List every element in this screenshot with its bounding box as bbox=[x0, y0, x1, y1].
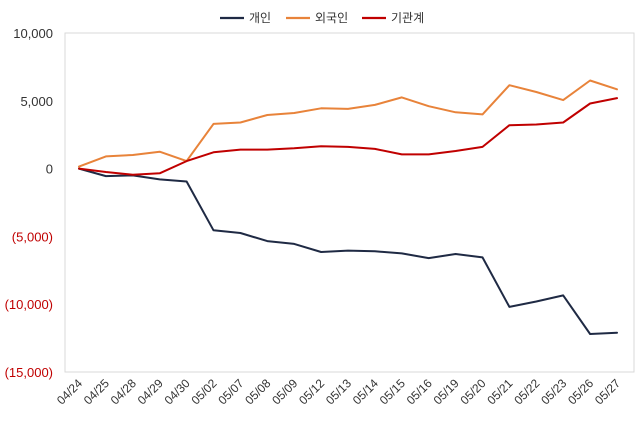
x-tick-label: 05/02 bbox=[188, 376, 219, 407]
x-tick-label: 05/19 bbox=[431, 376, 462, 407]
x-tick-label: 05/08 bbox=[242, 376, 273, 407]
x-tick-label: 04/24 bbox=[54, 376, 85, 407]
y-tick-label: 5,000 bbox=[20, 94, 53, 109]
x-tick-label: 05/14 bbox=[350, 376, 381, 407]
x-tick-label: 04/28 bbox=[108, 376, 139, 407]
x-tick-label: 05/16 bbox=[404, 376, 435, 407]
x-tick-label: 05/26 bbox=[565, 376, 596, 407]
x-tick-label: 04/29 bbox=[135, 376, 166, 407]
series-line-2 bbox=[78, 97, 618, 176]
x-tick-label: 05/15 bbox=[377, 376, 408, 407]
x-tick-label: 04/25 bbox=[81, 376, 112, 407]
plot-area bbox=[64, 32, 635, 373]
y-tick-label: (10,000) bbox=[5, 297, 53, 312]
legend: 개인 외국인 기관계 bbox=[220, 11, 424, 25]
plot-frame bbox=[64, 32, 635, 373]
x-tick-label: 05/22 bbox=[511, 376, 542, 407]
x-tick-label: 05/12 bbox=[296, 376, 327, 407]
y-tick-label: (5,000) bbox=[12, 229, 53, 244]
x-tick-label: 04/30 bbox=[162, 376, 193, 407]
x-tick-label: 05/07 bbox=[215, 376, 246, 407]
legend-label: 외국인 bbox=[315, 11, 348, 25]
x-tick-label: 05/27 bbox=[592, 376, 623, 407]
series-layer bbox=[78, 79, 618, 335]
legend-label: 개인 bbox=[249, 11, 271, 25]
x-tick-label: 05/13 bbox=[323, 376, 354, 407]
y-axis: 10,000 5,000 0 (5,000) (10,000) (15,000) bbox=[5, 26, 53, 380]
x-tick-label: 05/21 bbox=[484, 376, 515, 407]
y-tick-label: 10,000 bbox=[13, 26, 53, 41]
x-tick-label: 05/09 bbox=[269, 376, 300, 407]
series-line-1 bbox=[78, 79, 618, 168]
x-tick-label: 05/23 bbox=[538, 376, 569, 407]
y-tick-label: (15,000) bbox=[5, 365, 53, 380]
legend-label: 기관계 bbox=[391, 11, 424, 25]
x-tick-label: 05/20 bbox=[457, 376, 488, 407]
x-axis: 04/2404/2504/2804/2904/3005/0205/0705/08… bbox=[54, 376, 623, 407]
y-tick-label: 0 bbox=[46, 162, 53, 177]
series-line-0 bbox=[78, 167, 618, 335]
